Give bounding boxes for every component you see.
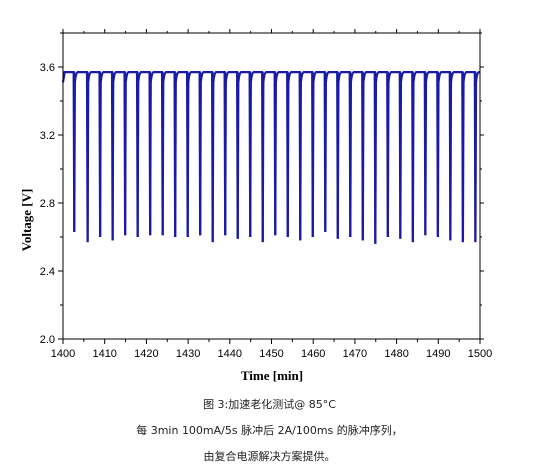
x-tick-label: 1490 — [426, 348, 450, 360]
axes: 1400 1410 1420 1430 1440 1450 1460 1470 1480 1490… — [40, 29, 492, 360]
data-series — [61, 71, 480, 244]
x-tick-label: 1400 — [51, 348, 75, 360]
caption-description: 每 3min 100mA/5s 脉冲后 2A/100ms 的脉冲序列， — [136, 424, 403, 437]
caption-credit: 由复合电源解决方案提供。 — [203, 450, 336, 463]
y-tick-label: 3.2 — [40, 130, 55, 142]
x-tick-label: 1500 — [468, 348, 492, 360]
y-axis-title: Voltage [V] — [19, 189, 34, 252]
caption-figure-title: 图 3:加速老化测试@ 85°C — [203, 398, 336, 411]
y-tick-label: 2.4 — [40, 266, 55, 278]
x-tick-label: 1450 — [259, 348, 283, 360]
voltage-time-chart: 1400 1410 1420 1430 1440 1450 1460 1470 1480 1490… — [19, 29, 492, 383]
voltage-series-line — [61, 71, 480, 244]
y-tick-label: 3.6 — [40, 62, 55, 74]
x-tick-label: 1410 — [92, 348, 116, 360]
x-axis-title: Time [min] — [241, 368, 303, 383]
x-tick-label: 1460 — [301, 348, 325, 360]
y-tick-label: 2.8 — [40, 198, 55, 210]
x-tick-label: 1480 — [384, 348, 408, 360]
x-tick-label: 1420 — [134, 348, 158, 360]
x-tick-label: 1430 — [176, 348, 200, 360]
x-tick-label: 1470 — [343, 348, 367, 360]
y-tick-label: 2.0 — [40, 334, 55, 346]
x-tick-label: 1440 — [218, 348, 242, 360]
